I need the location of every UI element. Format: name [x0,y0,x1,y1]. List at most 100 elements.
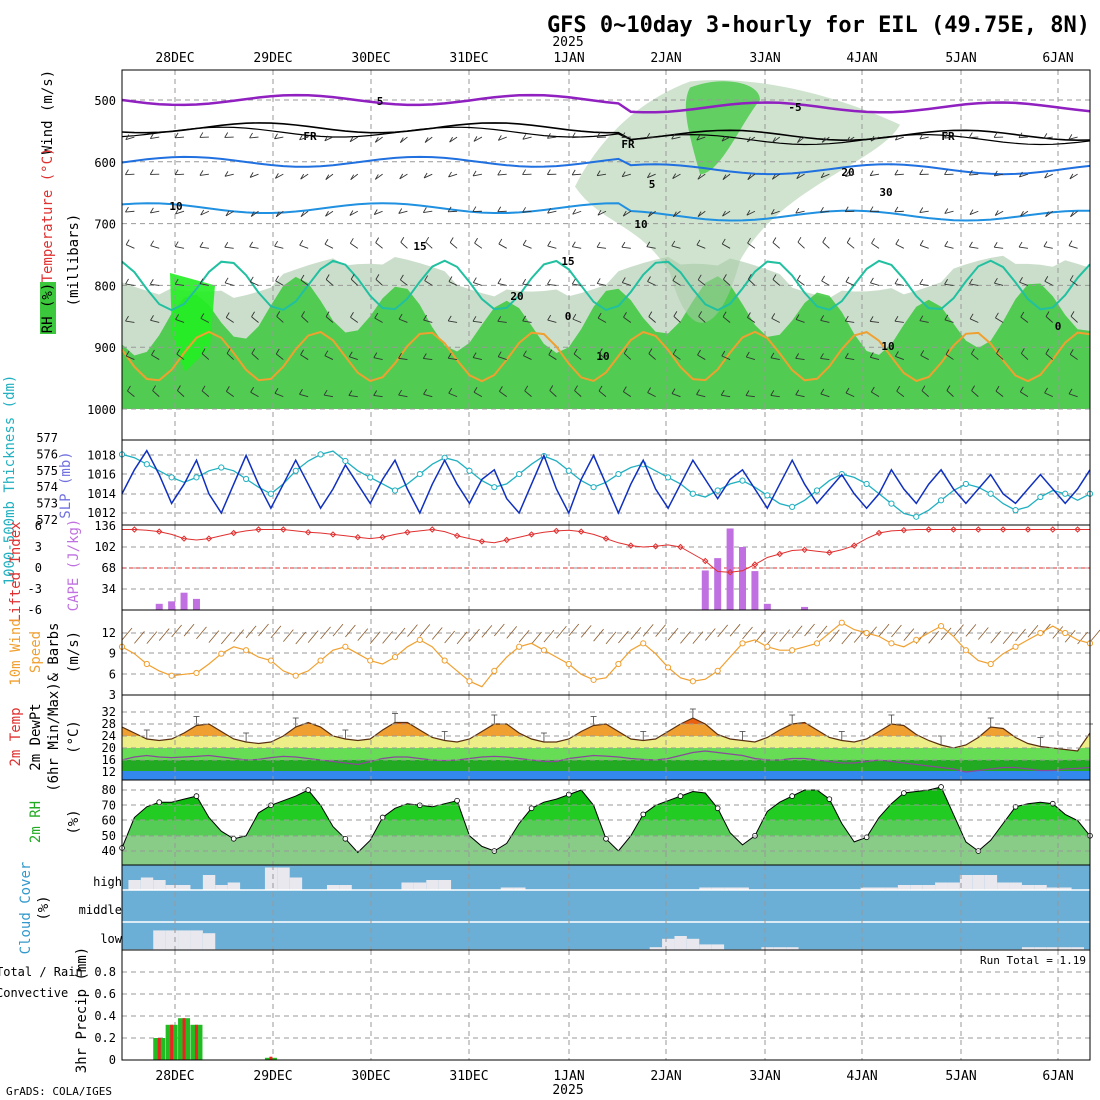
wind-speed-line-point [813,640,821,647]
wind-barb [125,283,135,286]
wind-barb-flag [547,279,551,285]
wind-barb [1043,246,1053,249]
lifted-index-point [900,526,908,534]
wind-barb [270,625,282,639]
wind-barb-flag [944,240,949,247]
lifted-index-point [999,526,1007,533]
wind-barb [928,631,939,644]
wind-barb [622,173,631,178]
wind-barb-flag [125,315,129,322]
wind-barb [623,353,632,360]
wind-barb [249,136,259,139]
temp-band [122,760,1090,772]
wind-barb [407,624,418,637]
wind-barb-flag [497,351,502,357]
thickness-line-point [193,474,200,481]
wind-barb-flag [869,316,874,322]
wind-barb-flag [275,348,280,355]
wind-barb-flag [894,134,899,141]
wind-barb-flag [844,206,849,212]
wind-barb-flag [995,312,999,319]
wind-speed-line-point [615,660,622,668]
wind-barb [177,390,185,397]
wind-barb-flag [846,136,850,143]
wind-barb [770,357,780,361]
thickness-line-point [143,461,150,468]
wind-barb [175,210,185,215]
contour-label: -5 [788,101,801,114]
wind-barb-flag [398,208,403,214]
wind-barb [276,316,284,323]
wind-barb-flag [994,277,998,284]
wind-speed-line-point [1012,643,1019,650]
wind-barb-flag [498,238,503,245]
wind-barb-flag [1068,388,1073,395]
wind-barb [1045,353,1054,360]
wind-barb-flag [796,274,801,281]
wind-barb-flag [301,311,305,317]
cape-bar [801,606,809,610]
wind-barb-flag [522,207,526,213]
wind-barb-flag [1045,211,1049,217]
wind-speed-line-point [441,657,448,664]
wind-barb [456,631,468,645]
wind-speed-line [121,621,1091,688]
chart-title: GFS 0~10day 3-hourly for EIL (49.75E, 8N… [547,13,1090,38]
wind-barb-flag [946,385,951,391]
wind-barb-flag [422,353,427,359]
wind-barb [423,210,433,213]
wind-barb-flag [125,350,130,357]
wind-barb [472,320,482,323]
wind-barb-flag [871,238,875,244]
cloud-bar-low [699,944,712,950]
wind-barb [747,242,756,249]
wind-barb-flag [945,349,950,355]
wind-barb-flag [152,385,156,391]
contour-label: 0 [565,310,572,323]
wind-barb-flag [672,173,677,179]
wind-barb-flag [299,240,304,246]
bottom-date-label: 4JAN [846,1069,877,1084]
cloud-bar-high [178,885,191,890]
cloud-bar-high [277,867,290,890]
wind-barb [1002,631,1014,645]
wind-barb [494,623,505,637]
lifted-index-point [429,526,436,533]
wind-barb-flag [472,206,477,212]
contour-label: 5 [649,178,656,191]
temp-axis-label: 2m Temp [8,707,24,766]
wind-barb-flag [474,237,478,244]
dewpoint-line [121,750,1091,773]
wind-barb [398,210,408,214]
wind-barb-flag [374,312,379,319]
wind-barb-flag [276,311,281,317]
wind-barb [398,357,408,361]
cape-tick-label: 102 [94,540,116,554]
wind-barb-flag [771,313,776,319]
wind-barb [891,624,902,638]
rh-point [789,793,795,799]
wind-barb [994,173,1004,177]
cloud-bar-high [165,885,179,890]
cape-bar [192,598,200,610]
wind-barb-flag [125,239,130,245]
wind-barb-flag [745,390,750,396]
wind-barb-flag [993,241,998,248]
wind-speed-line-point [416,636,423,643]
wind-speed-line-point [739,640,746,647]
lifted-index-point [478,538,486,545]
wind-barb [324,394,334,398]
lifted-index-line [122,528,1090,573]
wind-barb [543,629,555,643]
wind-barb-flag [970,348,975,355]
wind-barb-flag [399,274,404,281]
wind-barb-flag [844,352,849,359]
wind-barb [307,630,319,643]
wind-barb-flag [324,135,329,142]
wind-barb [965,624,977,637]
wind-barb [175,318,185,323]
slp-thickness-panel: 572 573 574 575 576 577 1012 1014 1016 1018 1000-5… [2,375,1094,585]
wind-barb-flag [672,275,677,281]
isotherm-line [121,93,1091,114]
temp-tick-label: 16 [102,753,116,767]
